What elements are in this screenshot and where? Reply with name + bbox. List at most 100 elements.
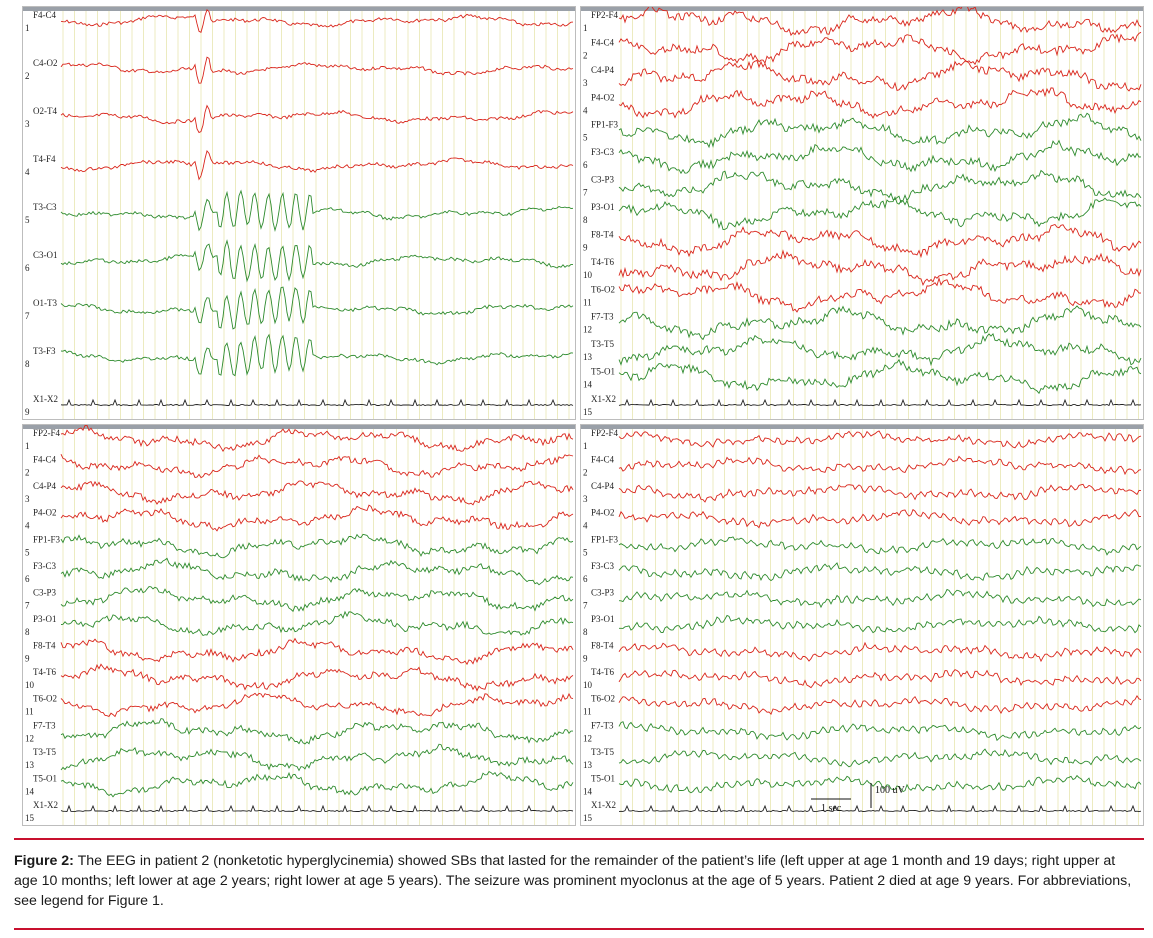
eeg-trace (60, 692, 574, 718)
channel-number: 1 (25, 441, 30, 451)
eeg-panel-right-lower: 1 FP2-F4 2 F4-C4 3 C4-P4 4 P4-O2 5 FP1-F3 6 F3-C3 7 C… (580, 424, 1144, 826)
channel-label: F4-C4 (591, 455, 615, 465)
channel-label: P3-O1 (591, 614, 615, 624)
channel-label: C4-P4 (591, 65, 615, 75)
channel-label: T5-O1 (591, 367, 615, 377)
channel-label: P3-O1 (33, 614, 57, 624)
eeg-trace (618, 358, 1142, 395)
eeg-trace (60, 104, 574, 134)
time-ruler (581, 7, 1143, 11)
channel-number: 9 (583, 242, 588, 252)
channel-number: 13 (583, 760, 593, 770)
eeg-trace (60, 398, 574, 407)
channel-number: 13 (583, 352, 593, 362)
eeg-trace (619, 614, 1142, 634)
eeg-trace (618, 195, 1142, 230)
eeg-trace (618, 31, 1142, 66)
eeg-trace (60, 718, 573, 745)
channel-label: F4-C4 (33, 455, 57, 465)
channel-number: 9 (25, 407, 30, 417)
channel-label: T3-T5 (33, 747, 56, 757)
channel-label: T6-O2 (591, 284, 615, 294)
channel-number: 2 (25, 71, 30, 81)
channel-number: 4 (25, 167, 30, 177)
eeg-trace (60, 454, 574, 479)
eeg-trace (618, 536, 1142, 556)
channel-label: FP2-F4 (33, 428, 61, 438)
channel-number: 9 (25, 654, 30, 664)
channel-label: FP1-F3 (591, 534, 619, 544)
eeg-trace (60, 771, 574, 798)
channel-label: P3-O1 (591, 202, 615, 212)
channel-number: 5 (25, 547, 30, 557)
eeg-trace (60, 533, 574, 559)
eeg-trace (618, 695, 1142, 716)
eeg-trace (618, 59, 1142, 92)
channel-number: 4 (583, 105, 588, 115)
channel-number: 5 (583, 547, 588, 557)
channel-label: F4-C4 (33, 10, 57, 20)
eeg-trace (618, 588, 1142, 609)
channel-label: T6-O2 (33, 694, 57, 704)
channel-number: 15 (583, 407, 593, 417)
channel-label: F3-C3 (33, 561, 57, 571)
eeg-trace (618, 804, 1142, 813)
channel-number: 6 (583, 574, 588, 584)
eeg-trace (60, 56, 574, 84)
channel-label: T3-C3 (33, 202, 57, 212)
channel-number: 11 (583, 297, 592, 307)
channel-number: 3 (583, 78, 588, 88)
channel-label: T4-F4 (33, 154, 56, 164)
channel-number: 1 (583, 441, 588, 451)
channel-label: F3-C3 (591, 147, 615, 157)
channel-number: 5 (25, 215, 30, 225)
eeg-trace (60, 189, 574, 232)
channel-label: FP1-F3 (33, 534, 61, 544)
channel-label: F3-C3 (591, 561, 615, 571)
eeg-trace (60, 586, 574, 613)
channel-number: 6 (583, 160, 588, 170)
channel-label: F7-T3 (33, 720, 56, 730)
eeg-trace (618, 721, 1142, 742)
channel-label: F4-C4 (591, 37, 615, 47)
channel-number: 8 (583, 215, 588, 225)
eeg-trace (618, 7, 1142, 37)
channel-number: 12 (25, 733, 34, 743)
channel-number: 14 (583, 786, 593, 796)
eeg-trace (60, 149, 574, 181)
channel-label: C3-P3 (591, 175, 615, 185)
channel-number: 7 (583, 600, 588, 610)
eeg-trace (618, 169, 1142, 204)
eeg-trace (618, 430, 1142, 449)
channel-number: 3 (25, 494, 30, 504)
channel-number: 7 (25, 311, 30, 321)
eeg-trace (60, 804, 574, 813)
channel-label: C4-P4 (33, 481, 57, 491)
channel-number: 2 (25, 468, 30, 478)
caption-top-rule (14, 838, 1144, 840)
eeg-trace (618, 748, 1142, 768)
channel-number: 8 (25, 359, 30, 369)
channel-number: 1 (583, 23, 588, 33)
eeg-trace (618, 333, 1142, 367)
eeg-trace (60, 663, 574, 692)
channel-number: 7 (583, 188, 588, 198)
channel-number: 4 (25, 521, 30, 531)
caption-text: The EEG in patient 2 (nonketotic hypergl… (14, 853, 1132, 909)
channel-label: T3-T5 (591, 339, 614, 349)
channel-number: 6 (25, 263, 30, 273)
eeg-trace (60, 286, 574, 330)
channel-number: 5 (583, 133, 588, 143)
eeg-trace (618, 562, 1142, 582)
channel-label: F8-T4 (591, 229, 614, 239)
eeg-trace (618, 641, 1142, 663)
channel-number: 9 (583, 654, 588, 664)
channel-number: 8 (25, 627, 30, 637)
channel-label: F7-T3 (591, 720, 614, 730)
channel-number: 13 (25, 760, 35, 770)
channel-label: T3-T5 (591, 747, 614, 757)
eeg-trace (60, 743, 574, 772)
scale-time-label: 1 sec (821, 803, 842, 814)
eeg-trace (60, 239, 573, 283)
eeg-trace (60, 9, 574, 33)
